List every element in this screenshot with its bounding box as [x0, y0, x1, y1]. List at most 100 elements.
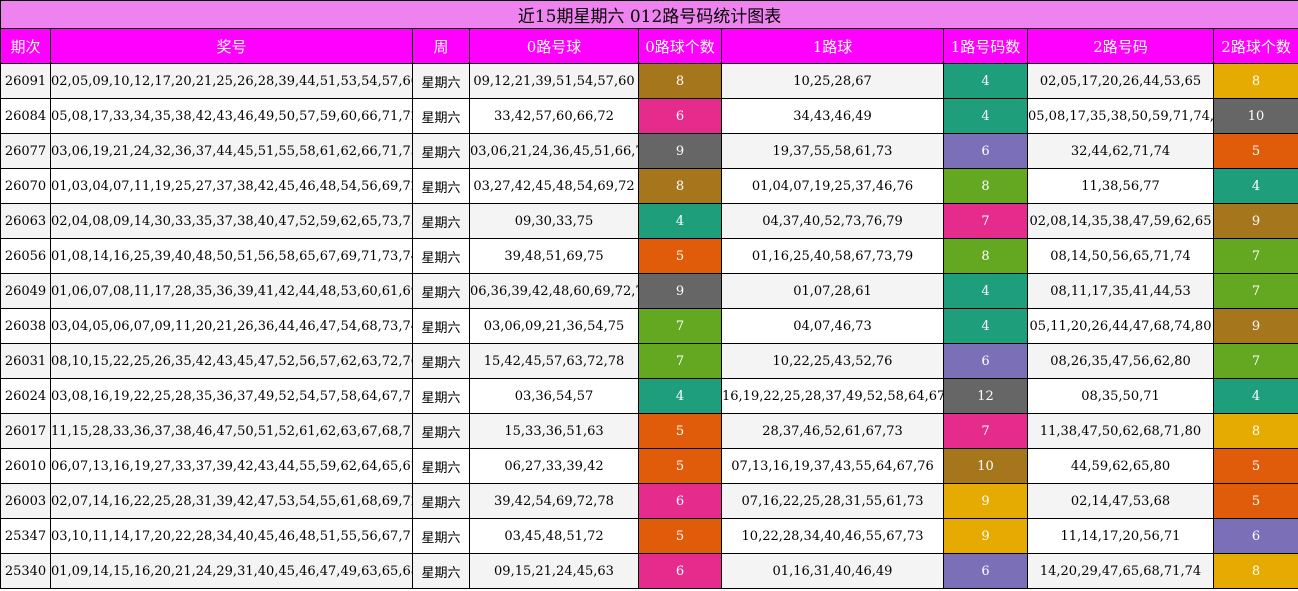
header-numbers: 奖号: [50, 28, 413, 64]
route2-balls-cell: 11,38,47,50,62,68,71,80: [1027, 413, 1214, 449]
route2-count-cell: 9: [1212, 308, 1298, 344]
header-period: 期次: [0, 28, 51, 64]
route1-count-cell: 12: [943, 378, 1028, 414]
header-route2-count: 2路球个数: [1212, 28, 1298, 64]
route1-balls-cell: 28,37,46,52,61,67,73: [721, 413, 944, 449]
route0-count-cell: 6: [638, 98, 722, 134]
route1-count-cell: 4: [943, 308, 1028, 344]
route2-balls-cell: 08,26,35,47,56,62,80: [1027, 343, 1214, 379]
numbers-cell: 06,07,13,16,19,27,33,37,39,42,43,44,55,5…: [50, 448, 413, 484]
table-row: 26031 08,10,15,22,25,26,35,42,43,45,47,52…: [0, 343, 1298, 379]
route1-count-cell: 10: [943, 448, 1028, 484]
route1-count-cell: 8: [943, 238, 1028, 274]
week-cell: 星期六: [412, 518, 470, 554]
route1-count-cell: 7: [943, 413, 1028, 449]
week-cell: 星期六: [412, 63, 470, 99]
route1-balls-cell: 01,16,25,40,58,67,73,79: [721, 238, 944, 274]
route1-count-cell: 9: [943, 483, 1028, 519]
route1-count-cell: 9: [943, 518, 1028, 554]
header-week: 周: [412, 28, 470, 64]
route2-count-cell: 5: [1212, 483, 1298, 519]
route2-count-cell: 10: [1212, 98, 1298, 134]
table-row: 26077 03,06,19,21,24,32,36,37,44,45,51,55…: [0, 133, 1298, 169]
period-cell: 25347: [0, 518, 51, 554]
period-cell: 26077: [0, 133, 51, 169]
table-row: 26038 03,04,05,06,07,09,11,20,21,26,36,44…: [0, 308, 1298, 344]
route1-count-cell: 6: [943, 343, 1028, 379]
week-cell: 星期六: [412, 448, 470, 484]
route2-count-cell: 7: [1212, 238, 1298, 274]
route1-balls-cell: 07,13,16,19,37,43,55,64,67,76: [721, 448, 944, 484]
route2-balls-cell: 02,14,47,53,68: [1027, 483, 1214, 519]
route2-count-cell: 4: [1212, 378, 1298, 414]
route2-count-cell: 8: [1212, 63, 1298, 99]
header-route1-balls: 1路球: [721, 28, 944, 64]
numbers-cell: 03,04,05,06,07,09,11,20,21,26,36,44,46,4…: [50, 308, 413, 344]
route2-count-cell: 7: [1212, 273, 1298, 309]
route1-balls-cell: 01,16,31,40,46,49: [721, 553, 944, 589]
route1-balls-cell: 16,19,22,25,28,37,49,52,58,64,67,73: [721, 378, 944, 414]
route2-balls-cell: 05,11,20,26,44,47,68,74,80: [1027, 308, 1214, 344]
route2-balls-cell: 02,08,14,35,38,47,59,62,65: [1027, 203, 1214, 239]
route0-balls-cell: 03,06,21,24,36,45,51,66,75: [469, 133, 639, 169]
route2-balls-cell: 08,11,17,35,41,44,53: [1027, 273, 1214, 309]
period-cell: 26003: [0, 483, 51, 519]
route0-balls-cell: 03,27,42,45,48,54,69,72: [469, 168, 639, 204]
route1-balls-cell: 19,37,55,58,61,73: [721, 133, 944, 169]
route1-balls-cell: 10,22,28,34,40,46,55,67,73: [721, 518, 944, 554]
period-cell: 26049: [0, 273, 51, 309]
route1-count-cell: 6: [943, 553, 1028, 589]
route1-balls-cell: 04,37,40,52,73,76,79: [721, 203, 944, 239]
period-cell: 25340: [0, 553, 51, 589]
week-cell: 星期六: [412, 168, 470, 204]
route1-count-cell: 8: [943, 168, 1028, 204]
route1-count-cell: 4: [943, 273, 1028, 309]
route0-balls-cell: 03,45,48,51,72: [469, 518, 639, 554]
table-body: 26091 02,05,09,10,12,17,20,21,25,26,28,39…: [0, 63, 1298, 589]
numbers-cell: 01,08,14,16,25,39,40,48,50,51,56,58,65,6…: [50, 238, 413, 274]
week-cell: 星期六: [412, 413, 470, 449]
route0-balls-cell: 03,06,09,21,36,54,75: [469, 308, 639, 344]
period-cell: 26024: [0, 378, 51, 414]
week-cell: 星期六: [412, 273, 470, 309]
table-row: 26091 02,05,09,10,12,17,20,21,25,26,28,39…: [0, 63, 1298, 99]
week-cell: 星期六: [412, 553, 470, 589]
route0-count-cell: 5: [638, 238, 722, 274]
table-row: 26003 02,07,14,16,22,25,28,31,39,42,47,53…: [0, 483, 1298, 519]
route0-balls-cell: 03,36,54,57: [469, 378, 639, 414]
route2-count-cell: 5: [1212, 133, 1298, 169]
route0-balls-cell: 09,30,33,75: [469, 203, 639, 239]
period-cell: 26063: [0, 203, 51, 239]
numbers-cell: 02,07,14,16,22,25,28,31,39,42,47,53,54,5…: [50, 483, 413, 519]
route0-count-cell: 7: [638, 343, 722, 379]
week-cell: 星期六: [412, 378, 470, 414]
route1-count-cell: 7: [943, 203, 1028, 239]
table-row: 25340 01,09,14,15,16,20,21,24,29,31,40,45…: [0, 553, 1298, 589]
route0-balls-cell: 09,15,21,24,45,63: [469, 553, 639, 589]
route0-balls-cell: 06,27,33,39,42: [469, 448, 639, 484]
week-cell: 星期六: [412, 238, 470, 274]
route1-count-cell: 6: [943, 133, 1028, 169]
route0-balls-cell: 15,33,36,51,63: [469, 413, 639, 449]
route1-balls-cell: 07,16,22,25,28,31,55,61,73: [721, 483, 944, 519]
route0-balls-cell: 09,12,21,39,51,54,57,60: [469, 63, 639, 99]
week-cell: 星期六: [412, 203, 470, 239]
numbers-cell: 03,10,11,14,17,20,22,28,34,40,45,46,48,5…: [50, 518, 413, 554]
header-route0-count: 0路球个数: [638, 28, 722, 64]
period-cell: 26017: [0, 413, 51, 449]
numbers-cell: 11,15,28,33,36,37,38,46,47,50,51,52,61,6…: [50, 413, 413, 449]
route2-count-cell: 8: [1212, 553, 1298, 589]
route1-balls-cell: 10,22,25,43,52,76: [721, 343, 944, 379]
week-cell: 星期六: [412, 133, 470, 169]
route2-count-cell: 7: [1212, 343, 1298, 379]
route0-count-cell: 9: [638, 273, 722, 309]
header-route2-balls: 2路号码: [1027, 28, 1214, 64]
route2-balls-cell: 08,14,50,56,65,71,74: [1027, 238, 1214, 274]
route0-count-cell: 8: [638, 63, 722, 99]
table-row: 26017 11,15,28,33,36,37,38,46,47,50,51,52…: [0, 413, 1298, 449]
route0-balls-cell: 33,42,57,60,66,72: [469, 98, 639, 134]
route2-count-cell: 4: [1212, 168, 1298, 204]
route2-balls-cell: 02,05,17,20,26,44,53,65: [1027, 63, 1214, 99]
table-row: 26063 02,04,08,09,14,30,33,35,37,38,40,47…: [0, 203, 1298, 239]
route0-count-cell: 7: [638, 308, 722, 344]
